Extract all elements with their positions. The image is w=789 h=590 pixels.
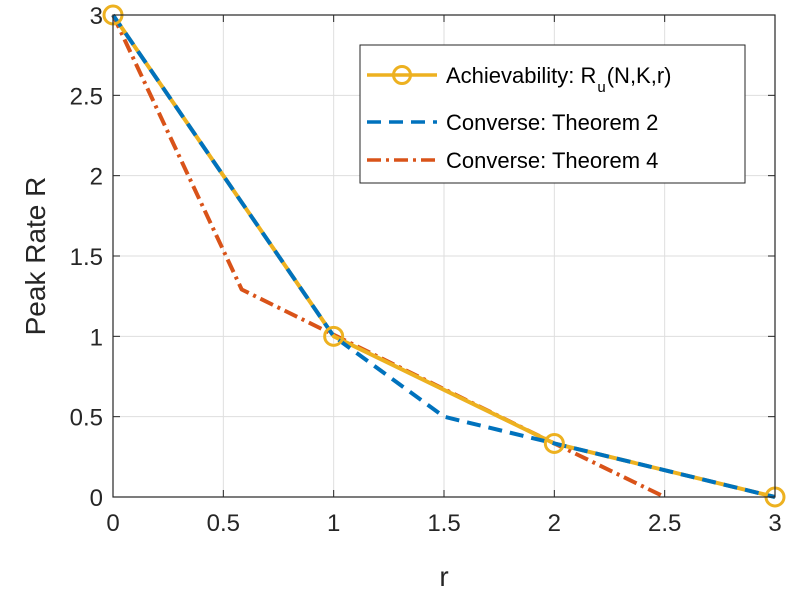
y-tick-label: 1.5 — [70, 244, 103, 271]
y-tick-label: 0 — [90, 485, 103, 512]
achievability-point-marker — [543, 432, 565, 454]
series-layer — [102, 4, 786, 508]
tick-marks — [112, 14, 776, 498]
x-tick-label: 0 — [106, 510, 119, 537]
series-line-converse-theorem-2 — [111, 13, 776, 499]
y-tick-label: 1 — [90, 324, 103, 351]
legend-label-theorem-2: Converse: Theorem 2 — [446, 110, 658, 135]
x-tick-label: 0.5 — [207, 510, 240, 537]
y-tick-label: 2 — [90, 164, 103, 191]
y-tick-label: 2.5 — [70, 83, 103, 110]
legend-marker-achievability — [392, 65, 412, 85]
y-tick-label: 3 — [90, 3, 103, 30]
achievability-point-marker — [323, 325, 345, 347]
x-tick-label: 2.5 — [648, 510, 681, 537]
legend: Achievability: Ru(N,K,r) Converse: Theor… — [359, 44, 746, 184]
legend-label-theorem-4: Converse: Theorem 4 — [446, 148, 658, 173]
y-axis-label: Peak Rate R — [20, 177, 51, 336]
y-tick-labels: 0 0.5 1 1.5 2 2.5 3 — [70, 3, 103, 512]
x-tick-labels: 0 0.5 1 1.5 2 2.5 3 — [106, 510, 781, 537]
series-line-converse-theorem-4 — [111, 14, 666, 499]
x-tick-label: 2 — [548, 510, 561, 537]
x-tick-label: 3 — [768, 510, 781, 537]
legend-label-achievability: Achievability: Ru(N,K,r) — [446, 63, 672, 96]
x-tick-label: 1 — [327, 510, 340, 537]
y-tick-label: 0.5 — [70, 405, 103, 432]
x-tick-label: 1.5 — [427, 510, 460, 537]
x-axis-label: r — [439, 561, 448, 590]
